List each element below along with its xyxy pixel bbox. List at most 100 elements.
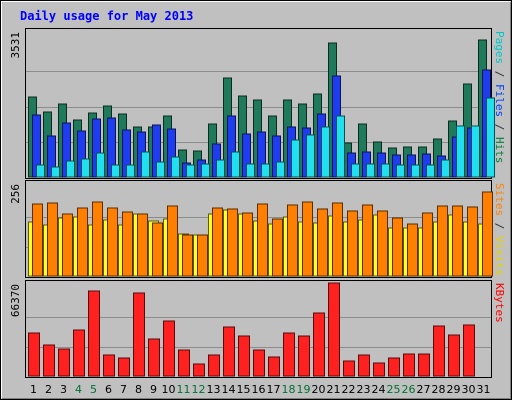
day-label: 23: [357, 383, 371, 396]
day-label: 15: [237, 383, 251, 396]
bar-sites-28: [437, 205, 448, 277]
bar-sites-25: [392, 217, 403, 277]
bar-kbytes-13: [208, 354, 220, 377]
bar-sites-29: [452, 205, 463, 277]
bar-pages-13: [216, 159, 225, 178]
bar-kbytes-16: [253, 349, 265, 377]
legend-text: Sites: [493, 183, 506, 216]
bar-pages-17: [276, 161, 285, 178]
bar-kbytes-2: [43, 344, 55, 377]
legend-text: Files: [493, 84, 506, 117]
bar-kbytes-25: [388, 357, 400, 377]
bar-pages-16: [261, 163, 270, 178]
bar-pages-24: [381, 163, 390, 178]
day-label: 13: [207, 383, 221, 396]
bar-sites-6: [107, 207, 118, 277]
bar-kbytes-20: [313, 312, 325, 377]
day-label: 4: [75, 383, 82, 396]
y-max-label: 3531: [9, 32, 22, 59]
bar-kbytes-7: [118, 357, 130, 377]
bar-sites-8: [137, 213, 148, 277]
day-label: 20: [312, 383, 326, 396]
bar-pages-27: [426, 164, 435, 178]
day-label: 26: [402, 383, 416, 396]
day-label: 7: [120, 383, 127, 396]
panel-visits-sites: 256 Sites / Visits: [9, 180, 506, 278]
bar-kbytes-3: [58, 348, 70, 377]
legend-text: /: [493, 64, 506, 84]
bar-sites-26: [407, 223, 418, 277]
bar-pages-14: [231, 151, 240, 178]
bar-sites-27: [422, 212, 433, 277]
bar-kbytes-10: [163, 320, 175, 377]
bar-pages-31: [486, 97, 495, 178]
bar-sites-30: [467, 206, 478, 277]
bar-sites-23: [362, 204, 373, 277]
bar-pages-22: [351, 163, 360, 178]
legend-kbytes: KBytes: [493, 283, 506, 323]
day-label: 6: [105, 383, 112, 396]
bar-kbytes-21: [328, 282, 340, 377]
bar-sites-3: [62, 213, 73, 277]
series-kbytes: [28, 282, 475, 377]
bar-kbytes-23: [358, 354, 370, 377]
bar-kbytes-28: [433, 325, 445, 377]
day-label: 10: [162, 383, 176, 396]
legend-hits-files-pages: Pages / Files / Hits: [493, 31, 506, 164]
day-label: 30: [462, 383, 476, 396]
bar-pages-25: [396, 164, 405, 178]
bar-kbytes-12: [193, 363, 205, 377]
bar-pages-29: [456, 125, 465, 178]
day-label: 29: [447, 383, 461, 396]
bar-pages-4: [81, 158, 90, 178]
bar-kbytes-6: [103, 354, 115, 377]
bar-kbytes-22: [343, 360, 355, 377]
bar-kbytes-18: [283, 332, 295, 377]
day-label: 9: [150, 383, 157, 396]
legend-text: Pages: [493, 31, 506, 64]
bar-sites-15: [242, 212, 253, 277]
bar-pages-5: [96, 152, 105, 178]
bar-sites-21: [332, 202, 343, 277]
bar-pages-28: [441, 159, 450, 178]
bar-sites-7: [122, 211, 133, 277]
day-label: 11: [177, 383, 191, 396]
bar-sites-14: [227, 208, 238, 277]
bar-pages-6: [111, 164, 120, 178]
x-axis-day-labels: 1 2 3 4 5 6 7 8 9 10 11 12 13 14 15 16 17 18 19 20 21 22 23 24 2…: [30, 383, 491, 396]
legend-text: /: [493, 117, 506, 137]
bar-kbytes-30: [463, 324, 475, 377]
legend-text: Visits: [493, 236, 506, 276]
bar-sites-5: [92, 201, 103, 277]
bar-pages-3: [66, 160, 75, 178]
day-label: 16: [252, 383, 266, 396]
bar-pages-18: [291, 139, 300, 178]
series-pages: [36, 97, 495, 178]
bar-kbytes-11: [178, 349, 190, 377]
bar-pages-7: [126, 164, 135, 178]
bar-sites-17: [272, 218, 283, 277]
day-label: 22: [342, 383, 356, 396]
bar-sites-19: [302, 201, 313, 277]
bar-pages-12: [201, 163, 210, 178]
y-max-label: 66370: [9, 284, 22, 317]
bar-sites-20: [317, 208, 328, 277]
bar-kbytes-19: [298, 335, 310, 377]
day-label: 28: [432, 383, 446, 396]
day-label: 18: [282, 383, 296, 396]
bar-pages-20: [321, 126, 330, 178]
bar-sites-31: [482, 191, 493, 277]
bar-sites-2: [47, 202, 58, 277]
panel-hits-files-pages: 3531 Pages / Files / Hits: [9, 28, 506, 179]
bar-kbytes-27: [418, 353, 430, 377]
day-label: 21: [327, 383, 341, 396]
day-label: 17: [267, 383, 281, 396]
bar-kbytes-5: [88, 290, 100, 377]
bar-kbytes-4: [73, 329, 85, 377]
bar-sites-24: [377, 210, 388, 277]
bar-kbytes-24: [373, 362, 385, 377]
bar-kbytes-14: [223, 326, 235, 377]
bar-kbytes-9: [148, 338, 160, 377]
